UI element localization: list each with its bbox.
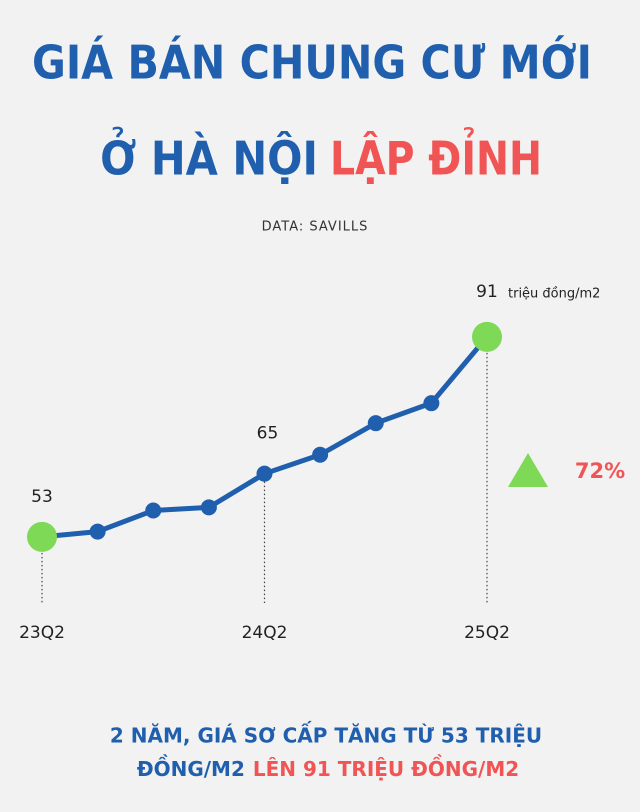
point	[423, 395, 440, 412]
data-label: 65	[257, 424, 279, 444]
data-label: 91	[476, 282, 498, 302]
point	[472, 321, 502, 352]
footnote-text: ĐỒNG/M2	[137, 755, 245, 781]
chart-title: GIÁ BÁN CHUNG CƯ MỚI	[32, 36, 592, 90]
x-tick-label: 23Q2	[19, 623, 65, 643]
footnote: 2 NĂM, GIÁ SƠ CẤP TĂNG TỪ 53 TRIỆU	[110, 722, 542, 748]
chart-title: Ở HÀ NỘI	[100, 127, 318, 186]
unit-label: triệu đồng/m2	[508, 286, 600, 301]
point	[89, 523, 106, 540]
source: DATA: SAVILLS	[262, 220, 369, 235]
x-tick-label: 24Q2	[242, 623, 288, 643]
point	[367, 415, 384, 432]
x-tick-label: 25Q2	[464, 623, 510, 643]
point	[200, 499, 217, 516]
chart-title-highlight: LẬP ĐỈNH	[330, 127, 542, 186]
data-label: 53	[31, 487, 53, 507]
change-marker	[508, 453, 548, 487]
change-label: 72%	[575, 459, 625, 483]
footnote: ĐỒNG/M2 LÊN 91 TRIỆU ĐỒNG/M2	[137, 755, 519, 781]
footnote-highlight: LÊN 91 TRIỆU ĐỒNG/M2	[253, 755, 519, 781]
point	[27, 521, 57, 552]
point	[256, 465, 273, 482]
point	[145, 502, 162, 519]
point	[312, 446, 329, 463]
